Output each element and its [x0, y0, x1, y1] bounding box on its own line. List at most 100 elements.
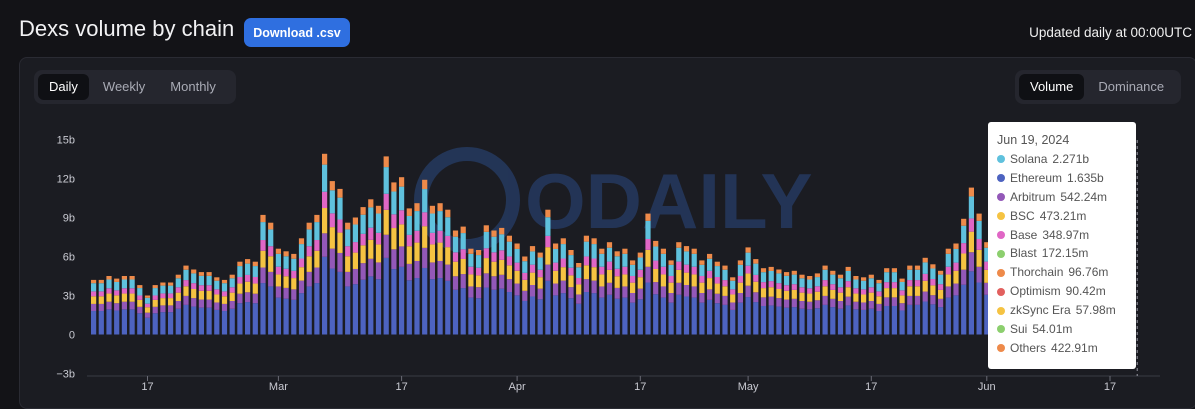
bar-stack[interactable]	[237, 261, 243, 335]
bar-stack[interactable]	[745, 247, 751, 335]
bar-stack[interactable]	[545, 209, 551, 335]
bar-stack[interactable]	[568, 250, 574, 335]
bar-stack[interactable]	[930, 264, 936, 335]
bar-stack[interactable]	[229, 274, 235, 335]
bar-stack[interactable]	[730, 277, 736, 335]
bar-stack[interactable]	[699, 260, 705, 335]
bar-stack[interactable]	[198, 272, 204, 335]
bar-stack[interactable]	[483, 225, 489, 335]
bar-stack[interactable]	[476, 250, 482, 335]
bar-stack[interactable]	[375, 205, 382, 335]
bar-stack[interactable]	[191, 269, 197, 335]
bar-stack[interactable]	[529, 246, 536, 335]
bar-stack[interactable]	[653, 240, 659, 335]
bar-stack[interactable]	[514, 243, 520, 335]
bar-stack[interactable]	[683, 246, 690, 335]
bar-stack[interactable]	[275, 248, 281, 335]
bar-stack[interactable]	[776, 269, 782, 335]
bar-stack[interactable]	[98, 279, 104, 335]
download-csv-button[interactable]: Download .csv	[244, 18, 350, 47]
bar-stack[interactable]	[345, 222, 351, 335]
bar-stack[interactable]	[868, 274, 874, 335]
bar-stack[interactable]	[445, 209, 451, 335]
bar-stack[interactable]	[560, 238, 566, 335]
bar-stack[interactable]	[645, 213, 651, 335]
bar-stack[interactable]	[268, 222, 274, 335]
bar-stack[interactable]	[414, 203, 420, 335]
bar-stack[interactable]	[206, 272, 212, 335]
bar-stack[interactable]	[845, 266, 851, 335]
bar-stack[interactable]	[368, 199, 374, 335]
bar-stack[interactable]	[160, 282, 166, 335]
bar-stack[interactable]	[676, 242, 682, 335]
bar-stack[interactable]	[121, 276, 127, 335]
bar-stack[interactable]	[91, 279, 97, 335]
tab-volume[interactable]: Volume	[1019, 74, 1085, 100]
bar-stack[interactable]	[437, 203, 443, 335]
bar-stack[interactable]	[914, 265, 921, 335]
bar-stack[interactable]	[522, 256, 528, 335]
bar-stack[interactable]	[114, 278, 120, 335]
bar-stack[interactable]	[606, 242, 613, 335]
bar-stack[interactable]	[891, 268, 897, 335]
bar-stack[interactable]	[853, 276, 859, 335]
bar-stack[interactable]	[953, 243, 959, 335]
tab-dominance[interactable]: Dominance	[1098, 79, 1165, 94]
bar-stack[interactable]	[591, 238, 597, 335]
bar-stack[interactable]	[306, 222, 312, 335]
bar-stack[interactable]	[329, 181, 335, 335]
bar-stack[interactable]	[337, 188, 343, 335]
bar-stack[interactable]	[260, 214, 266, 335]
bar-stack[interactable]	[614, 251, 620, 335]
bar-stack[interactable]	[168, 282, 174, 335]
bar-stack[interactable]	[737, 260, 743, 335]
bar-stack[interactable]	[322, 153, 328, 335]
bar-stack[interactable]	[714, 261, 720, 335]
bar-stack[interactable]	[152, 285, 158, 335]
bar-stack[interactable]	[691, 248, 697, 335]
bar-stack[interactable]	[352, 217, 358, 335]
bar-stack[interactable]	[506, 235, 512, 335]
bar-stack[interactable]	[576, 263, 582, 335]
tab-daily[interactable]: Daily	[38, 74, 89, 100]
bar-stack[interactable]	[922, 257, 928, 335]
bar-stack[interactable]	[637, 252, 643, 335]
bar-stack[interactable]	[360, 207, 366, 335]
bar-stack[interactable]	[283, 251, 289, 335]
bar-stack[interactable]	[876, 279, 882, 335]
bar-stack[interactable]	[768, 266, 774, 335]
bar-stack[interactable]	[252, 261, 258, 335]
bar-stack[interactable]	[822, 265, 828, 335]
bar-stack[interactable]	[583, 235, 589, 335]
bar-stack[interactable]	[452, 230, 459, 335]
bar-stack[interactable]	[175, 274, 181, 335]
bar-stack[interactable]	[807, 276, 813, 335]
bar-stack[interactable]	[622, 248, 628, 335]
bar-stack[interactable]	[945, 248, 951, 335]
bar-stack[interactable]	[837, 274, 844, 335]
bar-stack[interactable]	[429, 205, 435, 335]
bar-stack[interactable]	[968, 187, 974, 335]
bar-stack[interactable]	[221, 279, 228, 335]
bar-stack[interactable]	[553, 243, 559, 335]
bar-stack[interactable]	[884, 268, 890, 335]
bar-stack[interactable]	[106, 276, 112, 335]
bar-stack[interactable]	[976, 213, 982, 335]
bar-stack[interactable]	[784, 272, 790, 335]
bar-stack[interactable]	[537, 252, 543, 335]
bar-stack[interactable]	[214, 277, 220, 335]
bar-stack[interactable]	[298, 238, 305, 335]
bar-stack[interactable]	[938, 270, 944, 335]
bar-stack[interactable]	[468, 248, 474, 335]
bar-stack[interactable]	[907, 265, 913, 335]
bar-stack[interactable]	[861, 277, 867, 335]
tab-monthly[interactable]: Monthly	[170, 79, 216, 94]
bar-stack[interactable]	[599, 248, 605, 335]
bar-stack[interactable]	[814, 273, 820, 335]
tab-weekly[interactable]: Weekly	[102, 79, 146, 94]
bar-stack[interactable]	[799, 274, 805, 335]
bar-stack[interactable]	[391, 182, 397, 335]
bar-stack[interactable]	[760, 268, 767, 335]
bar-stack[interactable]	[630, 260, 636, 335]
bar-stack[interactable]	[399, 177, 405, 335]
